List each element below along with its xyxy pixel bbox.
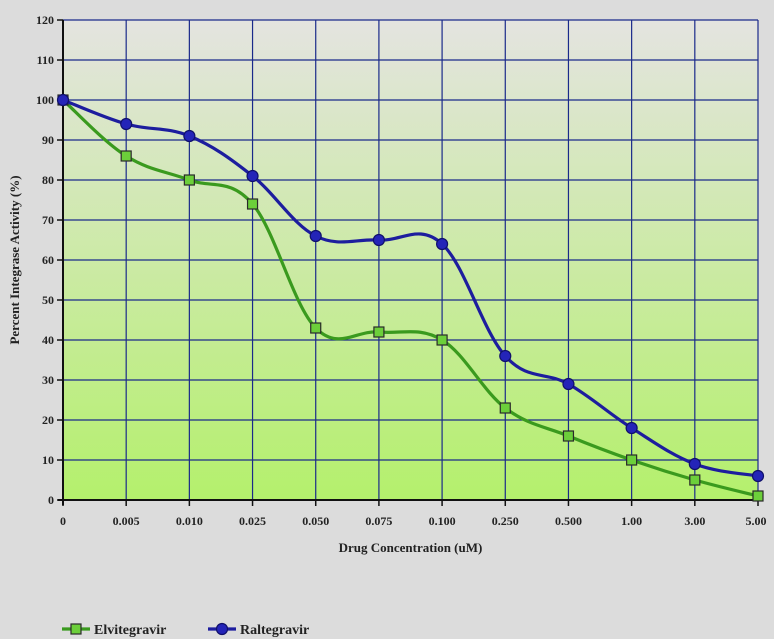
data-point-raltegravir — [184, 131, 195, 142]
data-point-elvitegravir — [627, 455, 637, 465]
legend-item-elvitegravir: Elvitegravir — [62, 623, 166, 638]
legend-marker — [217, 624, 228, 635]
x-tick-label: 0.025 — [239, 514, 266, 528]
data-point-raltegravir — [247, 171, 258, 182]
x-axis-label: Drug Concentration (uM) — [339, 540, 483, 555]
data-point-raltegravir — [58, 95, 69, 106]
y-tick-label: 80 — [42, 173, 54, 187]
data-point-raltegravir — [121, 119, 132, 130]
y-tick-label: 20 — [42, 413, 54, 427]
y-tick-label: 60 — [42, 253, 54, 267]
data-point-raltegravir — [500, 351, 511, 362]
x-tick-label: 0.050 — [302, 514, 329, 528]
data-point-elvitegravir — [753, 491, 763, 501]
y-tick-label: 30 — [42, 373, 54, 387]
x-tick-label: 0.250 — [492, 514, 519, 528]
y-tick-label: 120 — [36, 13, 54, 27]
legend-item-raltegravir: Raltegravir — [208, 623, 309, 638]
legend: Elvitegravir Raltegravir — [62, 623, 309, 638]
data-point-raltegravir — [310, 231, 321, 242]
y-tick-label: 70 — [42, 213, 54, 227]
data-point-elvitegravir — [121, 151, 131, 161]
data-point-elvitegravir — [500, 403, 510, 413]
data-point-raltegravir — [437, 239, 448, 250]
y-axis-label: Percent Integrase Activity (%) — [7, 175, 22, 344]
x-tick-label: 3.00 — [684, 514, 705, 528]
y-tick-labels: 0 10 20 30 40 50 60 70 80 90 100 110 120 — [36, 13, 54, 507]
y-tick-label: 10 — [42, 453, 54, 467]
y-tick-label: 90 — [42, 133, 54, 147]
x-tick-label: 0.500 — [555, 514, 582, 528]
x-tick-label: 0.010 — [176, 514, 203, 528]
y-tick-label: 40 — [42, 333, 54, 347]
y-tick-label: 110 — [37, 53, 54, 67]
data-point-elvitegravir — [563, 431, 573, 441]
x-tick-label: 0.100 — [429, 514, 456, 528]
legend-marker — [71, 624, 81, 634]
data-point-elvitegravir — [184, 175, 194, 185]
x-tick-label: 0.005 — [113, 514, 140, 528]
data-point-raltegravir — [626, 423, 637, 434]
y-tick-label: 50 — [42, 293, 54, 307]
x-tick-label: 5.00 — [746, 514, 767, 528]
legend-label: Raltegravir — [240, 623, 309, 638]
data-point-raltegravir — [753, 471, 764, 482]
data-point-elvitegravir — [437, 335, 447, 345]
y-tick-label: 0 — [48, 493, 54, 507]
x-tick-label: 0 — [60, 514, 66, 528]
x-tick-label: 1.00 — [621, 514, 642, 528]
legend-label: Elvitegravir — [94, 623, 166, 638]
x-tick-label: 0.075 — [365, 514, 392, 528]
data-point-raltegravir — [689, 459, 700, 470]
x-tick-labels: 0 0.005 0.010 0.025 0.050 0.075 0.100 0.250 0.50… — [60, 514, 767, 528]
data-point-raltegravir — [563, 379, 574, 390]
data-point-raltegravir — [373, 235, 384, 246]
data-point-elvitegravir — [690, 475, 700, 485]
data-point-elvitegravir — [374, 327, 384, 337]
y-tick-label: 100 — [36, 93, 54, 107]
data-point-elvitegravir — [248, 199, 258, 209]
data-point-elvitegravir — [311, 323, 321, 333]
